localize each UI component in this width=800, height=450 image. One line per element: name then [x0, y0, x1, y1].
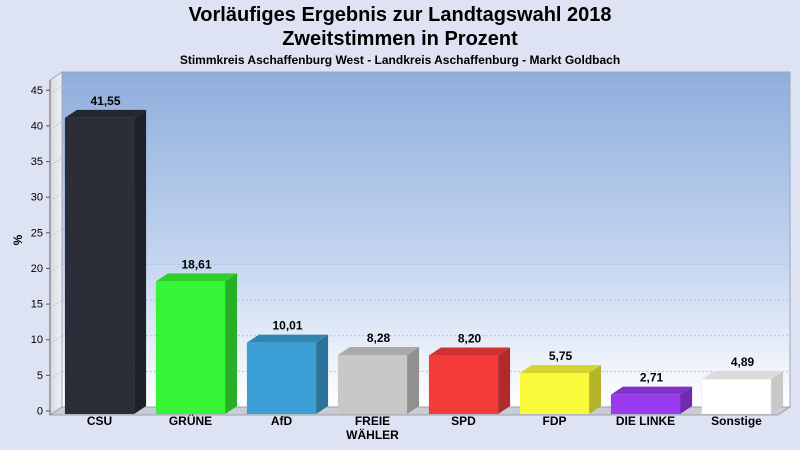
grid-line-side — [49, 192, 63, 202]
grid-line-side — [49, 228, 63, 238]
chart-subtitle: Stimmkreis Aschaffenburg West - Landkrei… — [179, 53, 621, 67]
bar: 18,61 — [155, 257, 238, 414]
y-tick-label: 25 — [31, 227, 43, 239]
bar-value-label: 2,71 — [640, 371, 664, 385]
grid-line-side — [49, 370, 63, 380]
bar-value-label: 4,89 — [731, 355, 755, 369]
bar-side — [225, 273, 238, 414]
bar-side — [134, 109, 147, 415]
bar-value-label: 5,75 — [549, 349, 573, 363]
grid-line-side — [49, 335, 63, 345]
y-tick-label: 10 — [31, 334, 43, 346]
bar-value-label: 10,01 — [272, 319, 302, 333]
bar: 4,89 — [701, 355, 784, 415]
bar-front — [155, 281, 226, 414]
bar-top — [64, 109, 147, 118]
y-axis: 0 5 10 15 20 25 30 35 40 45% — [11, 80, 51, 418]
x-tick-label: DIE LINKE — [616, 414, 675, 428]
plot-floor — [48, 406, 792, 416]
bar-value-label: 41,55 — [90, 94, 120, 108]
bar-top — [701, 371, 784, 380]
grid-line-side — [49, 157, 63, 166]
y-tick-label: 45 — [31, 85, 43, 97]
bar-side — [407, 346, 420, 414]
x-axis: CSU GRÜNE AfD FREIE WÄHLER SPD FDP DIE LINKE Son… — [87, 413, 762, 442]
x-tick-label: Sonstige — [711, 414, 762, 428]
bars: 41,55 18,61 10,01 8,28 8,20 5,75 2,71 4,89 — [64, 94, 784, 415]
bar-side — [771, 371, 784, 414]
bar-side — [498, 347, 511, 414]
bar-front — [701, 378, 772, 415]
bar-top — [610, 386, 693, 395]
y-axis-title: % — [11, 234, 25, 245]
bar-front — [246, 342, 317, 414]
bar-side — [316, 334, 329, 414]
bar-top — [155, 273, 238, 282]
y-tick-label: 30 — [31, 192, 43, 204]
y-tick-label: 5 — [37, 370, 43, 382]
bar-top — [337, 346, 420, 355]
bar-front — [64, 117, 135, 415]
bar: 2,71 — [610, 371, 693, 414]
bar-front — [610, 394, 681, 414]
bar-top — [246, 334, 329, 343]
bar-side — [589, 365, 602, 414]
grid-line-side — [49, 264, 63, 273]
bar-top — [428, 347, 511, 356]
grid-line-side — [49, 85, 63, 95]
bar-value-label: 8,20 — [458, 332, 482, 346]
grid-line-side — [49, 299, 63, 309]
y-tick-label: 15 — [31, 299, 43, 311]
x-tick-label: AfD — [271, 414, 293, 428]
x-tick-label: SPD — [451, 414, 476, 428]
y-tick-label: 35 — [31, 156, 43, 168]
bar-side — [680, 386, 693, 414]
y-tick-label: 40 — [31, 120, 43, 132]
grid-line-side — [49, 121, 63, 131]
x-tick-label: GRÜNE — [169, 413, 212, 428]
bar: 41,55 — [64, 94, 147, 415]
x-tick-label: FREIE WÄHLER — [346, 414, 399, 442]
bar: 8,20 — [428, 332, 511, 414]
bar-front — [519, 373, 590, 414]
bar-front — [337, 354, 408, 414]
bar: 10,01 — [246, 319, 329, 414]
bar-top — [519, 365, 602, 374]
y-tick-label: 0 — [37, 406, 43, 418]
bar-value-label: 8,28 — [367, 331, 391, 345]
chart-title-line-1: Vorläufiges Ergebnis zur Landtagswahl 20… — [188, 4, 612, 26]
bar: 5,75 — [519, 349, 602, 414]
chart-title-line-2: Zweitstimmen in Prozent — [282, 28, 518, 50]
x-tick-label: FDP — [543, 414, 567, 428]
bar-value-label: 18,61 — [181, 257, 211, 271]
bar: 8,28 — [337, 331, 420, 414]
y-tick-label: 20 — [31, 263, 43, 275]
bar-front — [428, 355, 499, 414]
x-tick-label: CSU — [87, 414, 112, 428]
